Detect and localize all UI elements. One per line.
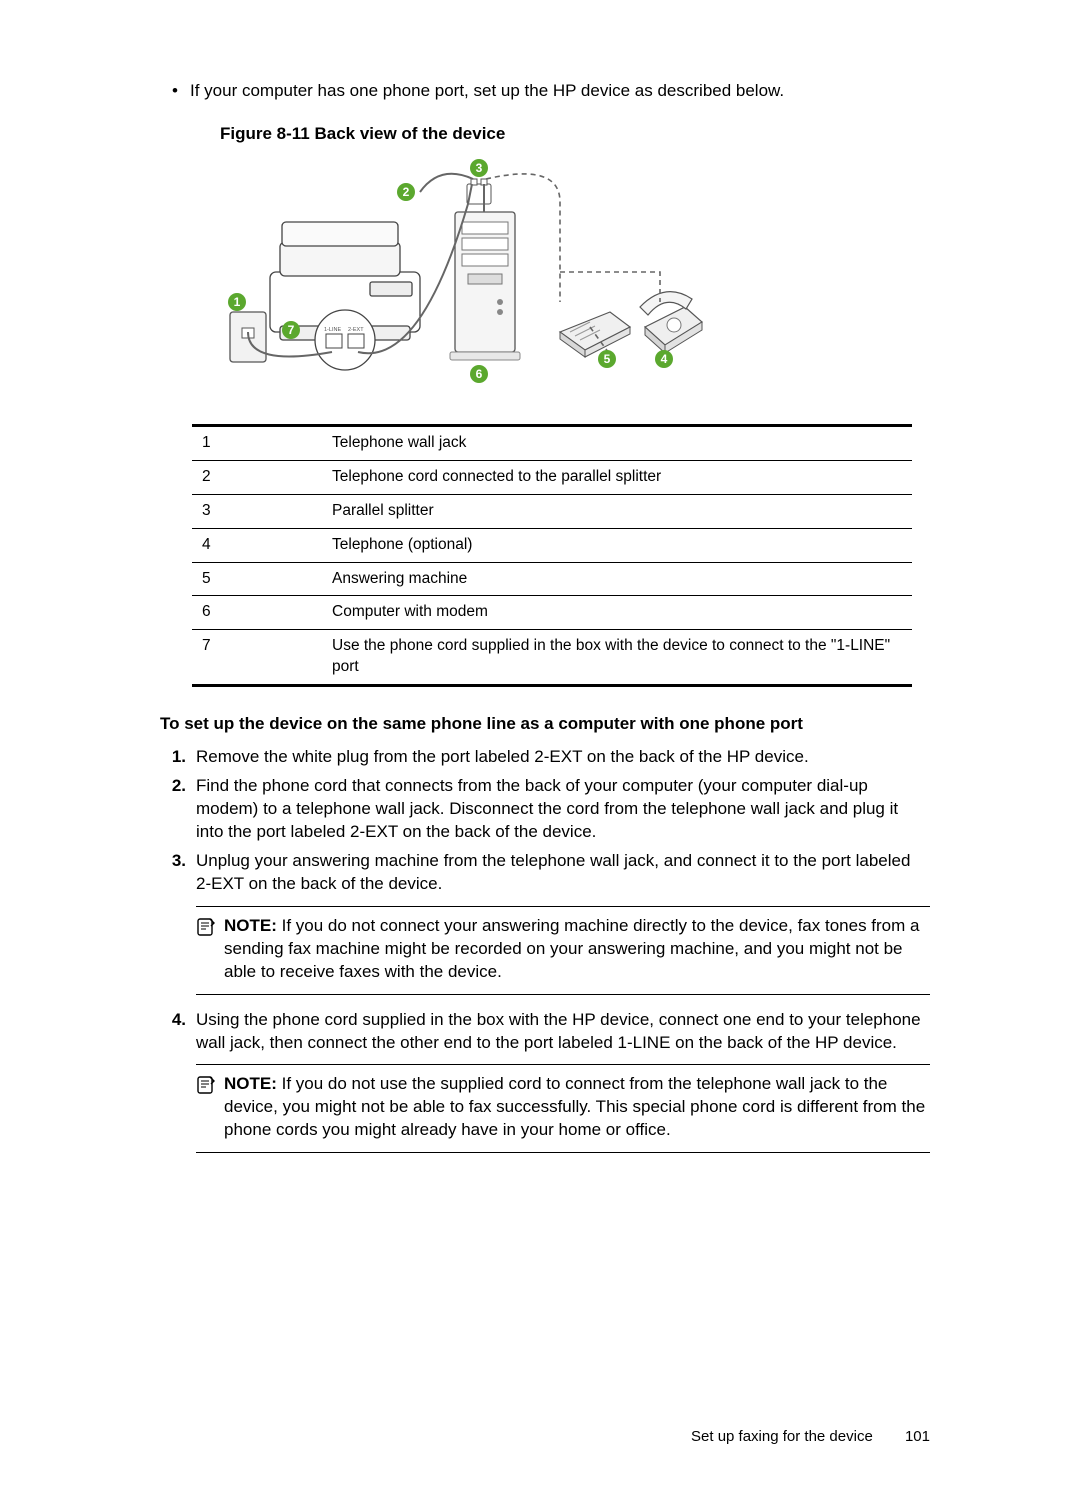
step-text: Unplug your answering machine from the t…	[196, 850, 930, 896]
note-body: NOTE: If you do not use the supplied cor…	[224, 1073, 930, 1142]
step-number: 4.	[160, 1009, 196, 1055]
legend-table: 1Telephone wall jack 2Telephone cord con…	[192, 424, 912, 687]
step-text: Remove the white plug from the port labe…	[196, 746, 930, 769]
callout-5: 5	[598, 350, 616, 368]
note-icon	[196, 915, 224, 984]
step-4: 4. Using the phone cord supplied in the …	[160, 1009, 930, 1055]
note-body: NOTE: If you do not connect your answeri…	[224, 915, 930, 984]
callout-4: 4	[655, 350, 673, 368]
step-number: 1.	[160, 746, 196, 769]
intro-text: If your computer has one phone port, set…	[190, 80, 930, 103]
page-number: 101	[905, 1427, 930, 1447]
svg-text:7: 7	[288, 323, 295, 337]
footer-section: Set up faxing for the device	[691, 1428, 873, 1445]
note-block: NOTE: If you do not connect your answeri…	[196, 906, 930, 995]
svg-text:1: 1	[234, 295, 241, 309]
step-text: Find the phone cord that connects from t…	[196, 775, 930, 844]
callout-7: 7	[282, 321, 300, 339]
step-1: 1. Remove the white plug from the port l…	[160, 746, 930, 769]
intro-bullet: • If your computer has one phone port, s…	[160, 80, 930, 103]
figure-diagram: 1-LINE 2-EXT	[220, 152, 930, 404]
svg-text:2: 2	[403, 185, 410, 199]
note-block: NOTE: If you do not use the supplied cor…	[196, 1064, 930, 1153]
table-row: 6Computer with modem	[192, 596, 912, 630]
svg-text:6: 6	[476, 367, 483, 381]
note-text: If you do not use the supplied cord to c…	[224, 1074, 925, 1139]
svg-text:4: 4	[661, 352, 668, 366]
callout-3: 3	[470, 159, 488, 177]
note-label: NOTE:	[224, 916, 277, 935]
table-row: 1Telephone wall jack	[192, 425, 912, 460]
table-row: 4Telephone (optional)	[192, 528, 912, 562]
svg-text:3: 3	[476, 161, 483, 175]
callout-2: 2	[397, 183, 415, 201]
callout-1: 1	[228, 293, 246, 311]
step-2: 2. Find the phone cord that connects fro…	[160, 775, 930, 844]
note-text: If you do not connect your answering mac…	[224, 916, 919, 981]
bullet-dot: •	[160, 80, 190, 103]
table-row: 3Parallel splitter	[192, 494, 912, 528]
note-label: NOTE:	[224, 1074, 277, 1093]
table-row: 5Answering machine	[192, 562, 912, 596]
table-row: 7Use the phone cord supplied in the box …	[192, 630, 912, 686]
svg-text:1-LINE: 1-LINE	[324, 327, 341, 333]
page-footer: Set up faxing for the device 101	[691, 1427, 930, 1447]
step-text: Using the phone cord supplied in the box…	[196, 1009, 930, 1055]
svg-text:2-EXT: 2-EXT	[348, 327, 364, 333]
step-number: 3.	[160, 850, 196, 896]
section-heading: To set up the device on the same phone l…	[160, 713, 930, 736]
step-number: 2.	[160, 775, 196, 844]
svg-text:5: 5	[604, 352, 611, 366]
note-icon	[196, 1073, 224, 1142]
step-3: 3. Unplug your answering machine from th…	[160, 850, 930, 896]
table-row: 2Telephone cord connected to the paralle…	[192, 460, 912, 494]
figure-caption: Figure 8-11 Back view of the device	[220, 123, 930, 146]
callout-6: 6	[470, 365, 488, 383]
